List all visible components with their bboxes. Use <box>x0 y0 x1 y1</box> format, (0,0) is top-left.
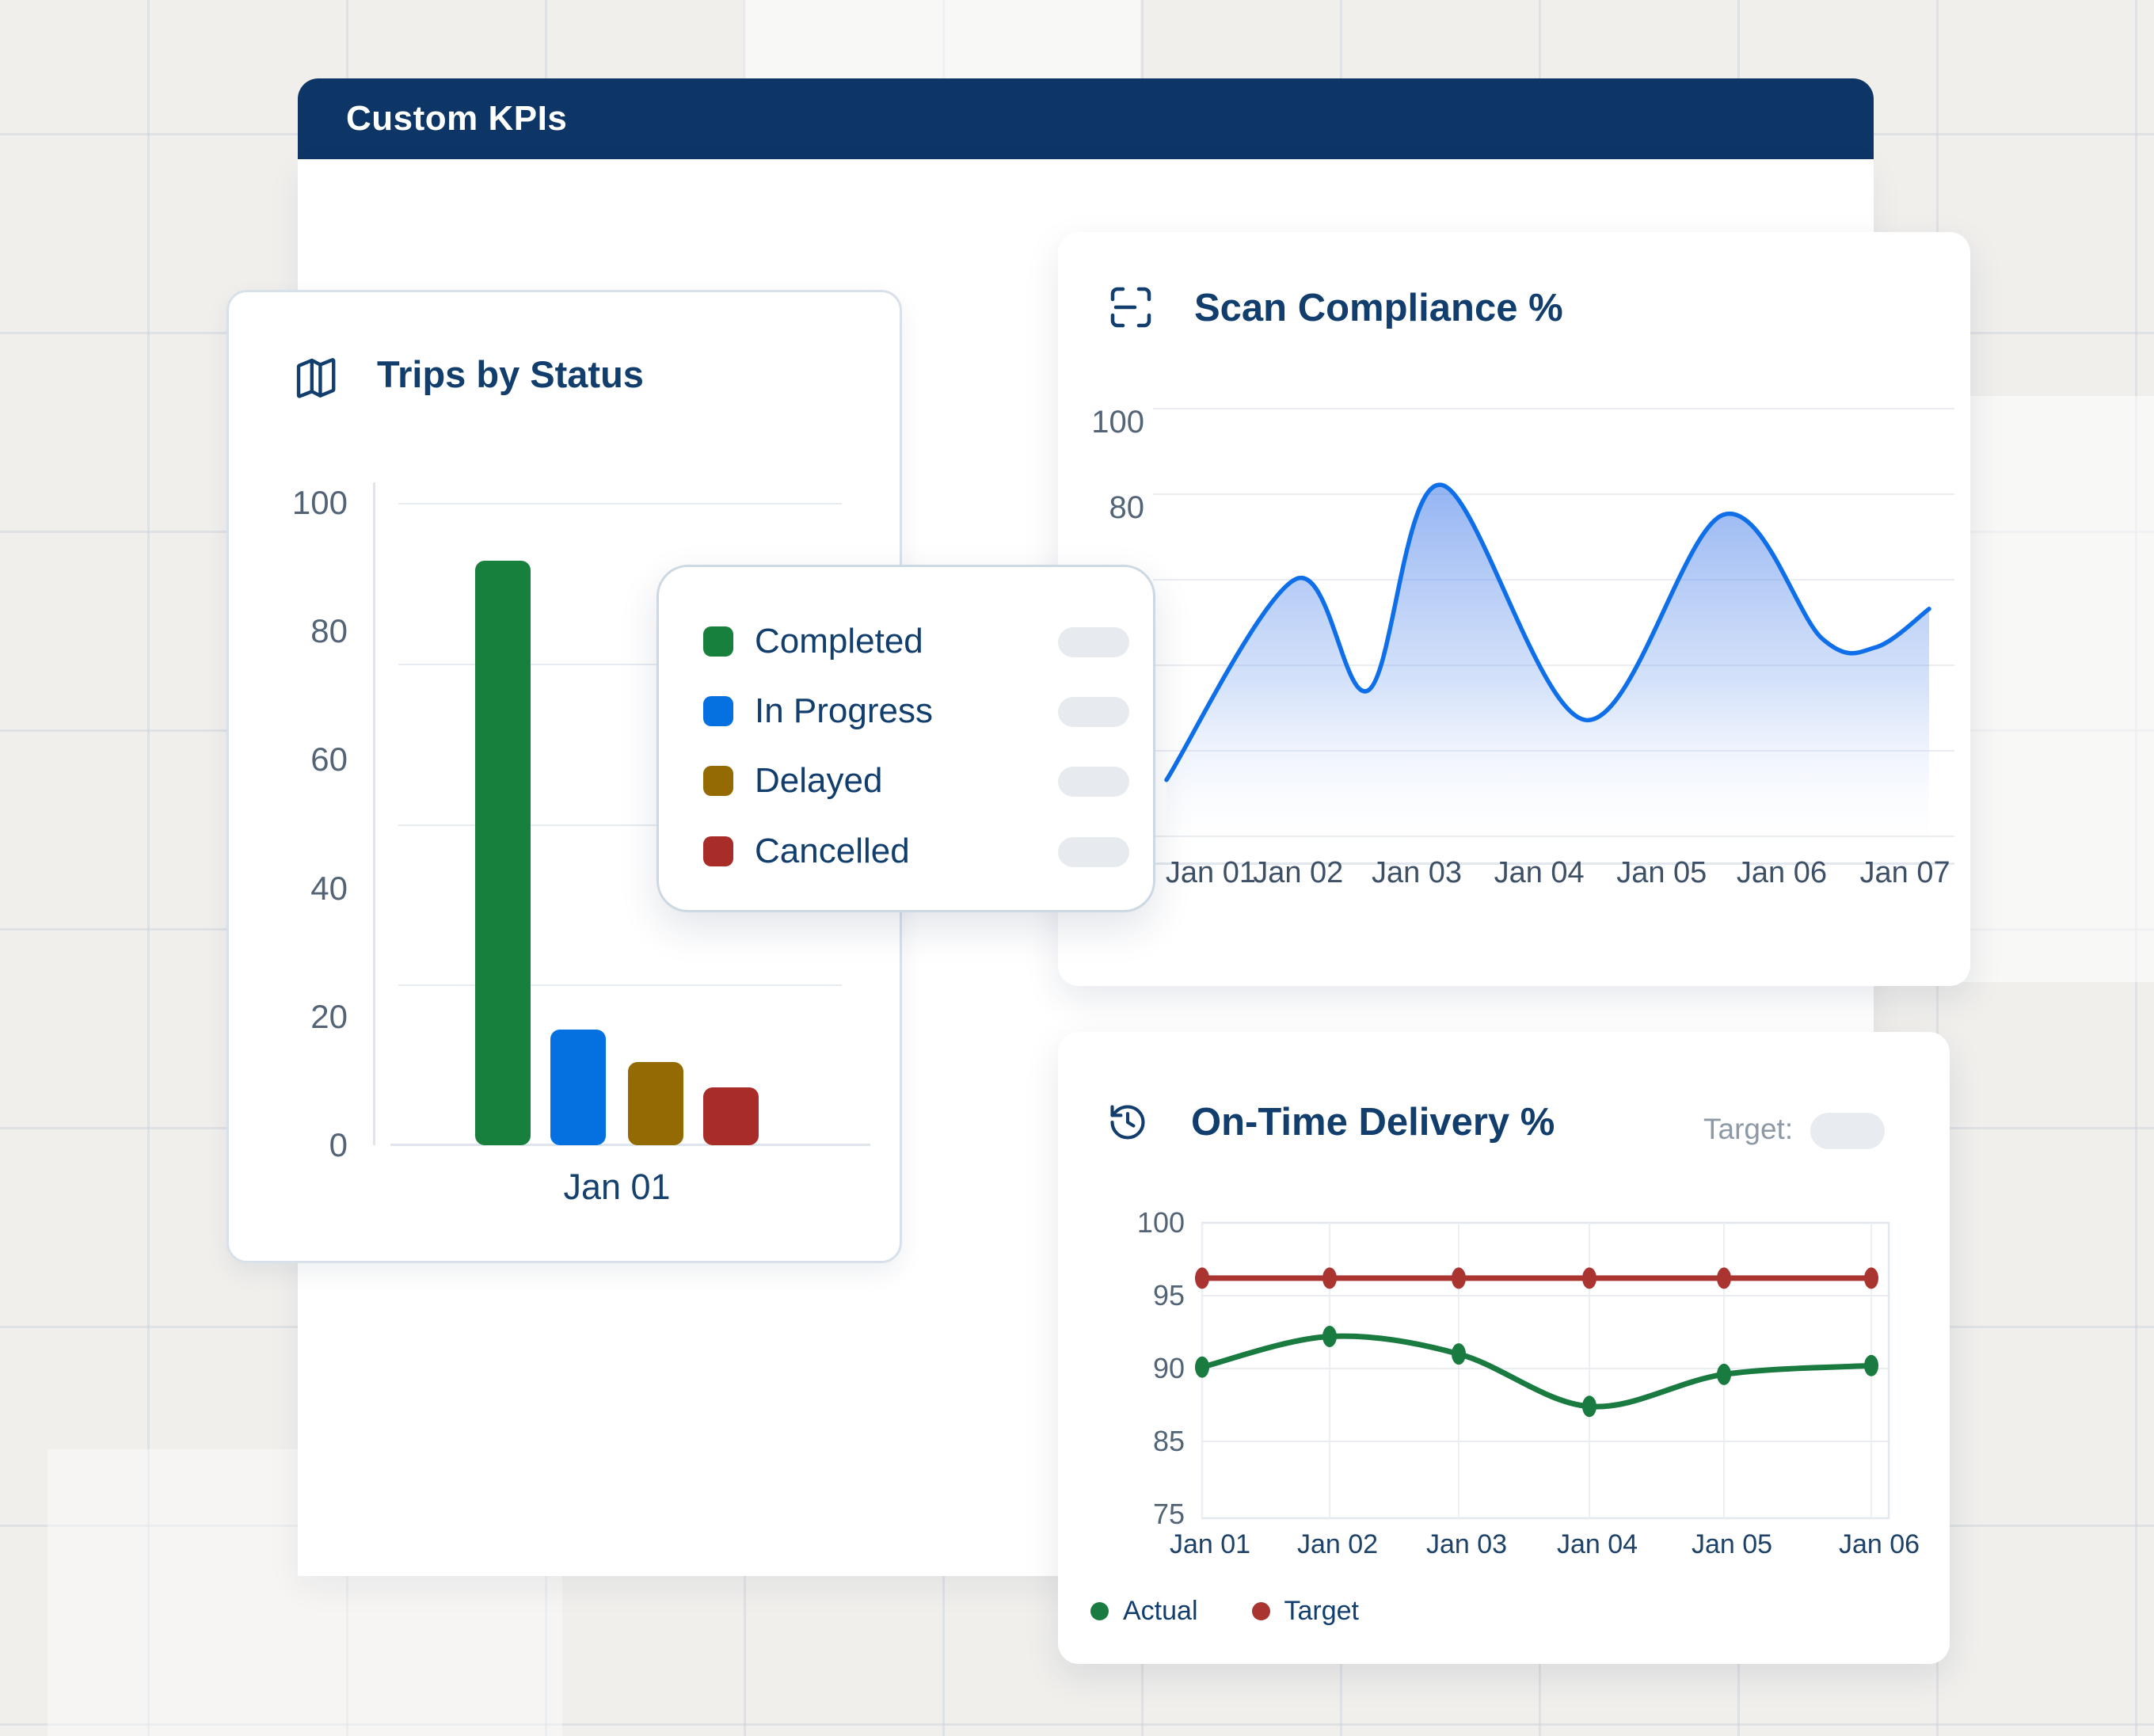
bar-delayed[interactable] <box>628 1061 683 1145</box>
otd-y-tick: 75 <box>1152 1498 1185 1530</box>
target-point[interactable] <box>1864 1267 1878 1289</box>
legend-item-label: Delayed <box>755 761 883 800</box>
legend-item-delayed[interactable]: Delayed <box>659 762 1153 800</box>
otd-target-value-placeholder <box>1810 1113 1885 1149</box>
target-legend-dot <box>1251 1602 1270 1620</box>
trips-y-tick: 100 <box>291 484 348 521</box>
scan-area-fill <box>1166 485 1929 866</box>
actual-point[interactable] <box>1322 1326 1337 1347</box>
trips-y-tick: 40 <box>310 869 348 907</box>
trips-gridline <box>398 824 842 826</box>
legend-value-placeholder <box>1058 767 1129 797</box>
otd-legend: Actual Target <box>1090 1596 1359 1627</box>
otd-y-tick: 100 <box>1136 1206 1185 1239</box>
legend-value-placeholder <box>1058 627 1129 657</box>
trips-legend-popup: Completed In Progress Delayed Cancelled <box>656 565 1155 912</box>
trips-y-tick: 60 <box>310 740 348 779</box>
legend-item-label: Cancelled <box>755 832 910 870</box>
panel-title: Custom KPIs <box>346 99 568 138</box>
actual-line <box>1199 1333 1874 1410</box>
trips-y-tick: 0 <box>329 1126 348 1163</box>
trips-gridline <box>398 984 842 987</box>
map-icon <box>291 354 341 403</box>
actual-legend-dot <box>1090 1602 1109 1620</box>
legend-swatch <box>703 626 733 657</box>
trips-chart-title: Trips by Status <box>377 353 644 395</box>
otd-x-label: Jan 01 <box>1169 1529 1251 1559</box>
legend-value-placeholder <box>1058 697 1129 727</box>
bar-in-progress[interactable] <box>550 1030 606 1145</box>
otd-x-label: Jan 03 <box>1425 1529 1508 1559</box>
otd-x-label: Jan 05 <box>1691 1529 1773 1559</box>
trips-y-tick: 20 <box>310 997 348 1035</box>
legend-item-cancelled[interactable]: Cancelled <box>659 832 1153 870</box>
trips-gridline <box>398 503 842 504</box>
target-legend-label[interactable]: Target <box>1284 1596 1360 1626</box>
trips-x-axis-label: Jan 01 <box>563 1167 671 1207</box>
scan-x-label: Jan 07 <box>1859 856 1950 889</box>
actual-legend-label[interactable]: Actual <box>1123 1596 1198 1626</box>
scan-x-label: Jan 06 <box>1736 856 1828 889</box>
bar-completed[interactable] <box>475 560 531 1145</box>
actual-point[interactable] <box>1452 1343 1466 1365</box>
otd-y-tick: 95 <box>1152 1279 1185 1312</box>
scan-area-line <box>1164 482 1931 782</box>
scan-x-label: Jan 02 <box>1253 856 1344 889</box>
legend-swatch <box>703 836 733 866</box>
scan-x-label: Jan 03 <box>1371 856 1463 889</box>
otd-y-tick: 85 <box>1152 1425 1185 1457</box>
scan-gridline <box>1153 493 1954 495</box>
scan-compliance-card: Scan Compliance % 100 80 Jan 01 Jan 02 Jan… <box>1058 232 1970 986</box>
actual-point[interactable] <box>1717 1363 1731 1385</box>
otd-chart-title: On-Time Delivery % <box>1191 1101 1555 1144</box>
scan-y-tick-100: 100 <box>1091 405 1144 440</box>
clock-history-icon <box>1107 1102 1148 1143</box>
trips-y-axis-line <box>373 482 375 1145</box>
scan-icon <box>1105 281 1157 333</box>
scan-gridline <box>1153 408 1954 409</box>
actual-point[interactable] <box>1864 1354 1878 1376</box>
scan-chart-title: Scan Compliance % <box>1194 287 1563 329</box>
otd-x-label: Jan 02 <box>1296 1529 1379 1559</box>
legend-value-placeholder <box>1058 837 1129 867</box>
bar-cancelled[interactable] <box>703 1087 759 1145</box>
legend-swatch <box>703 696 733 726</box>
target-point[interactable] <box>1322 1267 1337 1289</box>
scan-area-chart[interactable] <box>1156 375 1940 881</box>
target-point[interactable] <box>1195 1267 1209 1289</box>
scan-gridline <box>1153 664 1954 666</box>
legend-swatch <box>703 766 733 796</box>
otd-y-tick: 90 <box>1152 1352 1185 1384</box>
otd-line-chart[interactable] <box>1058 1032 1950 1664</box>
scan-x-label: Jan 04 <box>1494 856 1585 889</box>
target-point[interactable] <box>1452 1267 1466 1289</box>
legend-item-label: In Progress <box>755 691 933 730</box>
background-highlight-patch <box>1940 396 2154 982</box>
legend-item-completed[interactable]: Completed <box>659 622 1153 661</box>
otd-x-label: Jan 04 <box>1556 1529 1638 1559</box>
scan-gridline <box>1153 579 1954 581</box>
target-point[interactable] <box>1582 1267 1596 1289</box>
otd-x-label: Jan 06 <box>1838 1529 1920 1559</box>
legend-item-label: Completed <box>755 622 923 661</box>
scan-y-tick-80: 80 <box>1109 490 1145 525</box>
trips-gridline <box>398 663 842 665</box>
trips-x-axis-line <box>390 1144 870 1146</box>
on-time-delivery-card: On-Time Delivery % Target: 100 95 90 85 75 J… <box>1058 1032 1950 1664</box>
otd-target-label: Target: <box>1703 1113 1794 1145</box>
scan-x-label: Jan 05 <box>1616 856 1707 889</box>
actual-point[interactable] <box>1195 1356 1209 1378</box>
scan-x-label: Jan 01 <box>1165 856 1256 889</box>
target-point[interactable] <box>1717 1267 1731 1289</box>
legend-item-in-progress[interactable]: In Progress <box>659 692 1153 730</box>
actual-point[interactable] <box>1582 1395 1596 1418</box>
custom-kpis-header: Custom KPIs <box>298 78 1874 159</box>
trips-y-tick: 80 <box>310 612 348 650</box>
